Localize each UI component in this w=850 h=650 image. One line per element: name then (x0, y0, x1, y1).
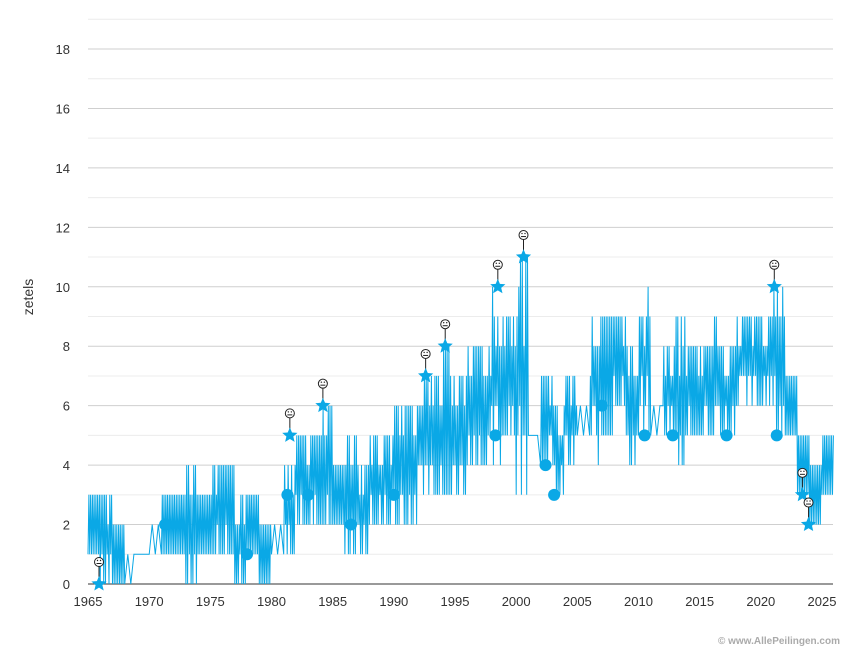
y-tick-label: 16 (56, 101, 70, 116)
y-tick-label: 10 (56, 280, 70, 295)
low-point-marker (720, 429, 733, 442)
x-tick-label: 1985 (318, 594, 347, 609)
y-tick-label: 4 (63, 458, 70, 473)
y-tick-label: 2 (63, 518, 70, 533)
high-point-star-marker (800, 516, 817, 531)
y-tick-label: 8 (63, 339, 70, 354)
smiley-face-outline (284, 408, 295, 419)
low-point-marker (302, 488, 315, 501)
high-point-star-marker (282, 427, 298, 442)
x-tick-label: 1995 (441, 594, 470, 609)
smiley-face-icon (317, 378, 328, 389)
series-line (87, 257, 834, 585)
smiley-face-icon (94, 557, 105, 567)
low-point-marker (548, 488, 561, 501)
smiley-face-outline (492, 259, 503, 270)
smiley-face-outline (518, 230, 529, 241)
smiley-eye (495, 262, 498, 264)
high-point-star-marker (515, 249, 532, 264)
high-point-star-marker (490, 278, 506, 294)
smiley-eye (290, 411, 293, 413)
smiley-eye (323, 381, 326, 383)
high-point-star-marker (794, 486, 810, 502)
low-point-marker (595, 399, 608, 412)
smiley-eye (287, 411, 290, 413)
smiley-eye (803, 470, 805, 473)
x-tick-label: 2010 (624, 594, 653, 609)
y-tick-label: 6 (63, 399, 70, 414)
high-point-star-marker (418, 367, 434, 383)
smiley-eye (498, 262, 501, 264)
x-tick-label: 1990 (379, 594, 408, 609)
smiley-eye (772, 262, 774, 264)
x-tick-label: 2025 (808, 594, 837, 609)
high-point-star-marker (437, 338, 453, 353)
high-point-star-marker (766, 278, 782, 294)
smiley-face-icon (440, 319, 451, 330)
credit-link[interactable]: © www.AllePeilingen.com (717, 636, 840, 647)
smiley-eye (524, 232, 526, 235)
smiley-face-outline (797, 467, 808, 478)
smiley-eye (446, 322, 448, 324)
smiley-face-icon (769, 259, 780, 270)
low-point-marker (489, 429, 502, 442)
y-tick-label: 12 (56, 220, 70, 235)
smiley-eye (775, 262, 777, 264)
x-tick-label: 1980 (257, 594, 286, 609)
high-point-star-marker (91, 576, 107, 591)
x-tick-label: 2020 (746, 594, 775, 609)
x-tick-label: 1975 (196, 594, 225, 609)
y-axis-ticks: 0 2 4 6 8 10 12 14 16 18 (56, 42, 70, 592)
y-axis-label: zetels (20, 279, 36, 316)
smiley-face-icon (492, 259, 503, 270)
smiley-eye (426, 351, 428, 354)
smiley-eye (521, 232, 523, 235)
smiley-face-icon (518, 230, 529, 241)
y-tick-label: 18 (56, 42, 70, 57)
smiley-eye (99, 559, 102, 562)
smiley-face-outline (769, 259, 780, 270)
smiley-face-icon (803, 497, 814, 508)
smiley-eye (809, 500, 811, 502)
gridlines (88, 18, 833, 585)
x-tick-label: 2005 (563, 594, 592, 609)
low-point-marker (387, 488, 400, 501)
smiley-face-outline (94, 557, 105, 567)
y-tick-label: 0 (63, 577, 70, 592)
smiley-face-icon (420, 348, 431, 359)
low-point-marker (159, 518, 172, 531)
x-tick-label: 1965 (74, 594, 103, 609)
markers (91, 230, 817, 591)
smiley-face-outline (420, 348, 431, 359)
smiley-face-icon (284, 408, 295, 419)
low-point-marker (638, 429, 651, 442)
smiley-face-icon (797, 467, 808, 478)
x-tick-label: 1970 (135, 594, 164, 609)
y-tick-label: 14 (56, 161, 70, 176)
smiley-eye (800, 470, 802, 473)
low-point-marker (281, 488, 294, 501)
smiley-face-outline (440, 319, 451, 330)
low-point-marker (241, 548, 254, 561)
x-tick-label: 2015 (685, 594, 714, 609)
x-tick-label: 2000 (502, 594, 531, 609)
low-point-marker (539, 459, 552, 472)
x-axis-ticks: 1965 1970 1975 1980 1985 1990 1995 2000 2005 2010… (74, 594, 837, 609)
series-zetels (87, 257, 834, 585)
low-point-marker (666, 429, 679, 442)
smiley-eye (320, 381, 323, 383)
high-point-star-marker (315, 397, 331, 413)
low-point-marker (770, 429, 783, 442)
smiley-eye (96, 559, 99, 562)
smiley-eye (806, 500, 808, 502)
smiley-face-outline (803, 497, 814, 508)
smiley-face-outline (317, 378, 328, 389)
low-point-marker (345, 518, 358, 531)
smiley-eye (443, 322, 445, 324)
smiley-eye (423, 351, 425, 354)
